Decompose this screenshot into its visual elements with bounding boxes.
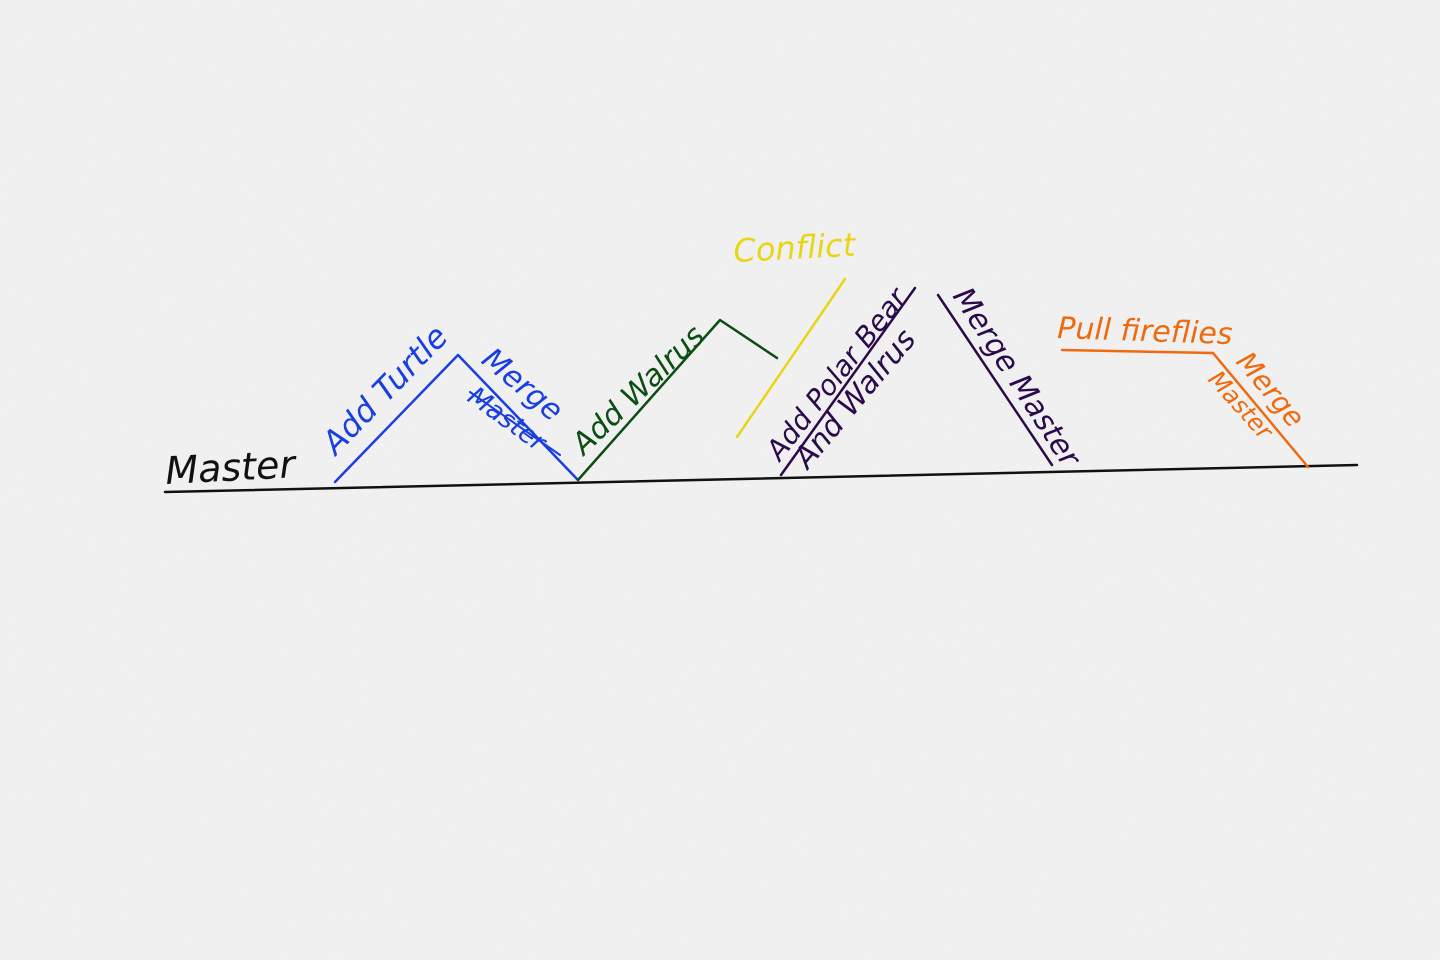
fireflies-branch — [1060, 348, 1310, 469]
master-label: Master — [164, 442, 298, 493]
pull-fireflies-label: Pull fireflies — [1057, 311, 1233, 352]
conflict-label: Conflict — [732, 226, 857, 270]
walrus-branch — [576, 318, 779, 482]
polar-bear-branch — [779, 286, 917, 477]
merge-master-branch — [936, 293, 1054, 467]
conflict-line — [735, 277, 847, 439]
turtle-merge-stroke — [469, 391, 561, 456]
turtle-branch — [333, 353, 579, 484]
